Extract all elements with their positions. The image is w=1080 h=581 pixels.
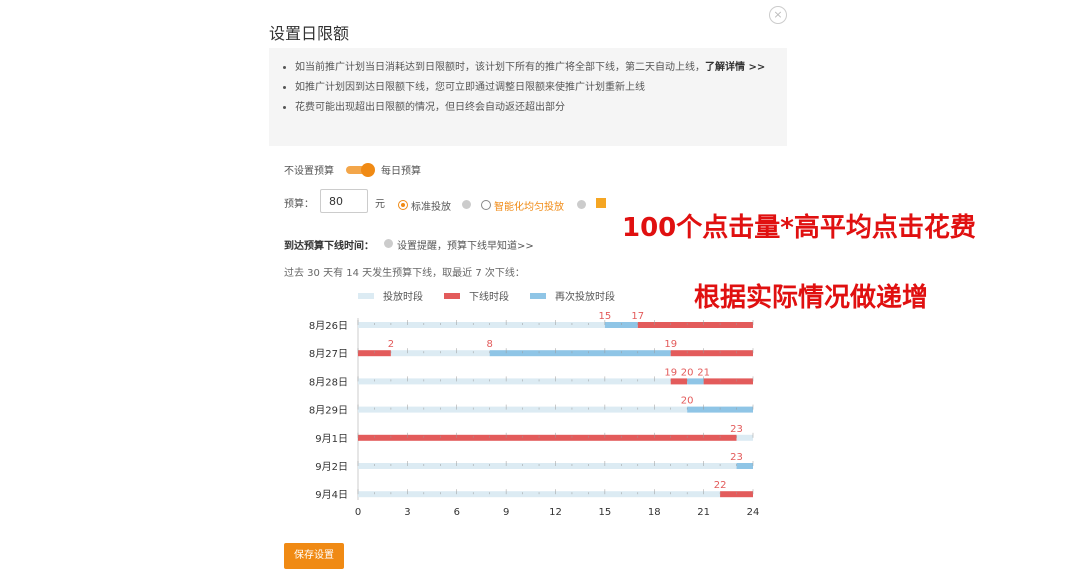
timeline-segment	[637, 322, 753, 328]
radio-standard[interactable]	[398, 200, 408, 210]
boundary-label: 23	[730, 452, 743, 463]
boundary-label: 22	[714, 480, 727, 491]
boundary-label: 8	[486, 339, 492, 350]
help-icon[interactable]	[462, 200, 471, 209]
bell-icon	[384, 239, 393, 248]
timeline-segment	[736, 463, 753, 469]
budget-toggle[interactable]	[346, 166, 372, 174]
legend-swatch	[530, 293, 546, 299]
x-tick-label: 12	[549, 507, 562, 518]
timeline-segment	[687, 378, 704, 385]
boundary-label: 23	[730, 424, 743, 435]
x-tick-label: 0	[355, 507, 361, 518]
dialog-title: 设置日限额	[269, 24, 350, 43]
legend-label: 再次投放时段	[555, 290, 615, 303]
help-icon[interactable]	[577, 200, 586, 209]
timeline-segment	[358, 378, 671, 385]
boundary-label: 20	[681, 396, 694, 407]
history-text: 过去 30 天有 14 天发生预算下线，取最近 7 次下线：	[284, 268, 525, 279]
y-tick-label: 8月27日	[309, 348, 348, 360]
boundary-label: 20	[681, 367, 694, 378]
budget-input[interactable]: 80	[320, 189, 368, 213]
notice-item: 如当前推广计划当日消耗达到日限额时，该计划下所有的推广将全部下线，第二天自动上线…	[295, 60, 787, 76]
close-icon[interactable]: ×	[769, 6, 787, 24]
boundary-label: 2	[388, 339, 394, 350]
y-tick-label: 8月26日	[309, 320, 348, 332]
calendar-icon[interactable]	[596, 198, 606, 208]
reminder-link[interactable]: 设置提醒，预算下线早知道>>	[397, 241, 534, 252]
radio-smart-label[interactable]: 智能化均匀投放	[494, 202, 564, 213]
budget-label: 预算：	[284, 199, 314, 210]
daily-budget-label: 每日预算	[381, 166, 421, 177]
x-tick-label: 6	[454, 507, 460, 518]
x-tick-label: 18	[648, 507, 661, 518]
offline-time-label: 到达预算下线时间：	[284, 241, 374, 252]
boundary-label: 21	[697, 367, 710, 378]
legend-label: 下线时段	[469, 290, 509, 303]
boundary-label: 19	[664, 339, 677, 350]
timeline-segment	[489, 350, 671, 357]
timeline-segment	[358, 463, 737, 469]
y-tick-label: 8月29日	[309, 405, 348, 417]
legend-label: 投放时段	[383, 290, 423, 303]
timeline-segment	[703, 378, 753, 385]
timeline-segment	[358, 434, 737, 441]
no-budget-label: 不设置预算	[284, 166, 334, 177]
timeline-segment	[736, 434, 753, 441]
timeline-segment	[358, 322, 605, 328]
y-tick-label: 9月2日	[315, 461, 348, 473]
legend-swatch	[444, 293, 460, 299]
annotation-1: 100个点击量*高平均点击花费	[622, 213, 976, 243]
boundary-label: 19	[664, 367, 677, 378]
boundary-label: 15	[599, 311, 612, 322]
legend-swatch	[358, 293, 374, 299]
x-tick-label: 9	[503, 507, 509, 518]
x-tick-label: 3	[404, 507, 410, 518]
boundary-label: 17	[631, 311, 644, 322]
save-button[interactable]: 保存设置	[284, 543, 344, 569]
y-tick-label: 9月4日	[315, 489, 348, 501]
y-tick-label: 9月1日	[315, 433, 348, 445]
y-tick-label: 8月28日	[309, 376, 348, 388]
x-tick-label: 24	[747, 507, 760, 518]
x-tick-label: 15	[599, 507, 612, 518]
timeline-segment	[670, 350, 753, 357]
budget-unit: 元	[375, 199, 385, 210]
notice-item: 如推广计划因到达日限额下线，您可立即通过调整日限额来使推广计划重新上线	[295, 80, 787, 96]
toggle-knob[interactable]	[361, 163, 375, 177]
learn-more-link[interactable]: 了解详情 >>	[705, 62, 766, 73]
radio-standard-label[interactable]: 标准投放	[411, 202, 451, 213]
x-tick-label: 21	[697, 507, 710, 518]
notice-item: 花费可能出现超出日限额的情况，但日终会自动返还超出部分	[295, 100, 787, 116]
annotation-2: 根据实际情况做递增	[694, 283, 929, 313]
timeline-segment	[670, 378, 688, 385]
notice-box: 如当前推广计划当日消耗达到日限额时，该计划下所有的推广将全部下线，第二天自动上线…	[269, 48, 787, 146]
radio-smart[interactable]	[481, 200, 491, 210]
